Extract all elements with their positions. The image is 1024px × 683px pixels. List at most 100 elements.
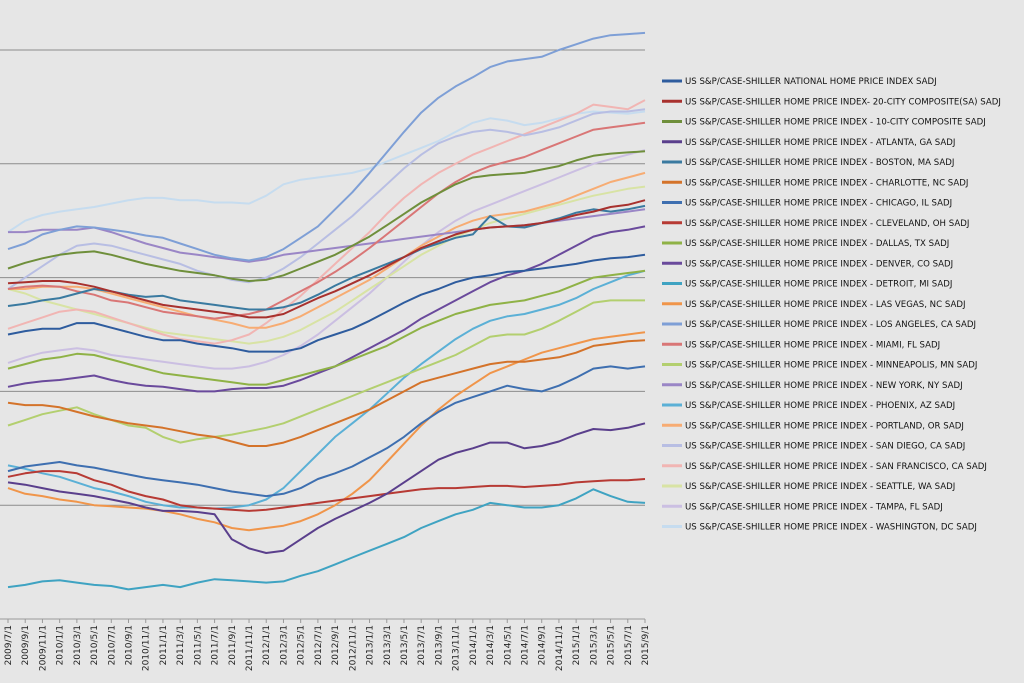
legend-item: US S&P/CASE-SHILLER NATIONAL HOME PRICE … [662,77,937,87]
legend-item: US S&P/CASE-SHILLER HOME PRICE INDEX - L… [662,320,976,330]
gridlines [0,49,645,506]
series-line [7,299,645,444]
legend-label: US S&P/CASE-SHILLER HOME PRICE INDEX - D… [685,280,952,290]
legend-item: US S&P/CASE-SHILLER HOME PRICE INDEX - W… [662,523,977,533]
legend-label: US S&P/CASE-SHILLER HOME PRICE INDEX - S… [685,482,955,492]
legend-item: US S&P/CASE-SHILLER HOME PRICE INDEX - C… [662,199,952,209]
legend-label: US S&P/CASE-SHILLER NATIONAL HOME PRICE … [685,77,937,87]
legend-item: US S&P/CASE-SHILLER HOME PRICE INDEX - P… [662,401,955,411]
series-line [7,269,646,510]
x-tick-label: 2011/5/1 [193,625,203,665]
legend-label: US S&P/CASE-SHILLER HOME PRICE INDEX - 1… [685,118,986,128]
legend-label: US S&P/CASE-SHILLER HOME PRICE INDEX- 20… [685,97,1001,107]
legend-label: US S&P/CASE-SHILLER HOME PRICE INDEX - W… [685,523,977,533]
x-tick-label: 2013/3/1 [383,625,393,665]
legend-label: US S&P/CASE-SHILLER HOME PRICE INDEX - P… [685,421,964,431]
series-line [7,339,646,447]
legend-label: US S&P/CASE-SHILLER HOME PRICE INDEX - M… [685,361,977,371]
legend-label: US S&P/CASE-SHILLER HOME PRICE INDEX - D… [685,259,953,269]
legend-label: US S&P/CASE-SHILLER HOME PRICE INDEX - N… [685,381,963,391]
legend-item: US S&P/CASE-SHILLER HOME PRICE INDEX - 1… [662,118,986,128]
x-tick-label: 2013/9/1 [434,625,444,665]
series-line [7,253,646,353]
series-line [7,108,646,290]
legend-label: US S&P/CASE-SHILLER HOME PRICE INDEX - L… [685,300,965,310]
legend-item: US S&P/CASE-SHILLER HOME PRICE INDEX - M… [662,361,977,371]
legend-item: US S&P/CASE-SHILLER HOME PRICE INDEX - L… [662,300,965,310]
legend-label: US S&P/CASE-SHILLER HOME PRICE INDEX - L… [685,320,976,330]
series-line [7,365,646,498]
x-tick-label: 2014/5/1 [503,625,513,665]
legend-item: US S&P/CASE-SHILLER HOME PRICE INDEX - B… [662,158,954,168]
series-line [7,110,646,233]
x-tick-label: 2013/5/1 [400,625,410,665]
x-tick-label: 2014/3/1 [486,625,496,665]
legend-item: US S&P/CASE-SHILLER HOME PRICE INDEX - M… [662,340,940,350]
x-tick-label: 2012/5/1 [297,625,307,665]
x-tick-label: 2011/3/1 [176,625,186,665]
series-line [7,470,646,512]
legend-label: US S&P/CASE-SHILLER HOME PRICE INDEX - P… [685,401,955,411]
x-tick-label: 2012/1/1 [262,625,272,665]
x-tick-label: 2009/9/1 [21,625,31,665]
legend-label: US S&P/CASE-SHILLER HOME PRICE INDEX - C… [685,219,969,229]
x-tick-label: 2013/7/1 [417,625,427,665]
series-line [7,422,646,554]
x-tick-label: 2013/11/1 [452,625,462,671]
legend-label: US S&P/CASE-SHILLER HOME PRICE INDEX - D… [685,239,949,249]
x-tick-label: 2010/7/1 [107,625,117,665]
x-tick-label: 2010/5/1 [90,625,100,665]
x-tick-label: 2015/7/1 [624,625,634,665]
legend-label: US S&P/CASE-SHILLER HOME PRICE INDEX - C… [685,199,952,209]
x-axis: 2009/7/1 2009/9/1 2009/11/1 2010/1/1 2010/3/… [0,618,651,671]
x-tick-label: 2015/3/1 [589,625,599,665]
x-tick-label: 2015/1/1 [572,625,582,665]
x-tick-label: 2013/1/1 [366,625,376,665]
x-tick-label: 2012/9/1 [331,625,341,665]
legend-item: US S&P/CASE-SHILLER HOME PRICE INDEX - A… [662,138,955,148]
x-tick-label: 2011/7/1 [211,625,221,665]
x-tick-label: 2011/11/1 [245,625,255,671]
x-tick-label: 2014/11/1 [555,625,565,671]
series-line [7,225,646,393]
legend-item: US S&P/CASE-SHILLER HOME PRICE INDEX - C… [662,219,969,229]
series-line [7,121,646,320]
x-tick-label: 2010/3/1 [73,625,83,665]
x-tick-label: 2011/1/1 [159,625,169,665]
series-line [7,150,646,282]
series-line [7,199,646,319]
x-tick-label: 2015/9/1 [641,625,651,665]
legend-item: US S&P/CASE-SHILLER HOME PRICE INDEX - D… [662,239,949,249]
x-tick-label: 2011/9/1 [228,625,238,665]
x-tick-label: 2012/7/1 [314,625,324,665]
series-line [7,488,646,591]
legend-label: US S&P/CASE-SHILLER HOME PRICE INDEX - M… [685,340,940,350]
series-line [7,185,646,345]
legend-label: US S&P/CASE-SHILLER HOME PRICE INDEX - C… [685,178,968,188]
x-tick-label: 2010/9/1 [125,625,135,665]
legend-item: US S&P/CASE-SHILLER HOME PRICE INDEX - P… [662,421,964,431]
x-tick-label: 2014/9/1 [538,625,548,665]
legend: US S&P/CASE-SHILLER NATIONAL HOME PRICE … [662,77,1001,533]
x-tick-label: 2009/7/1 [4,625,14,665]
legend-item: US S&P/CASE-SHILLER HOME PRICE INDEX - S… [662,462,987,472]
x-tick-label: 2012/3/1 [279,625,289,665]
legend-item: US S&P/CASE-SHILLER HOME PRICE INDEX - D… [662,280,952,290]
series-lines [7,31,646,591]
legend-item: US S&P/CASE-SHILLER HOME PRICE INDEX - T… [662,502,943,512]
x-tick-label: 2012/11/1 [348,625,358,671]
legend-label: US S&P/CASE-SHILLER HOME PRICE INDEX - B… [685,158,954,168]
x-tick-label: 2010/1/1 [56,625,66,665]
series-line [8,171,646,329]
legend-item: US S&P/CASE-SHILLER HOME PRICE INDEX - S… [662,482,955,492]
x-tick-label: 2014/1/1 [469,625,479,665]
legend-item: US S&P/CASE-SHILLER HOME PRICE INDEX - C… [662,178,968,188]
legend-label: US S&P/CASE-SHILLER HOME PRICE INDEX - S… [685,442,965,452]
legend-label: US S&P/CASE-SHILLER HOME PRICE INDEX - A… [685,138,955,148]
legend-item: US S&P/CASE-SHILLER HOME PRICE INDEX- 20… [662,97,1001,107]
x-tick-label: 2009/11/1 [38,625,48,671]
series-line [7,31,646,262]
series-line [7,331,646,532]
legend-item: US S&P/CASE-SHILLER HOME PRICE INDEX - N… [662,381,963,391]
